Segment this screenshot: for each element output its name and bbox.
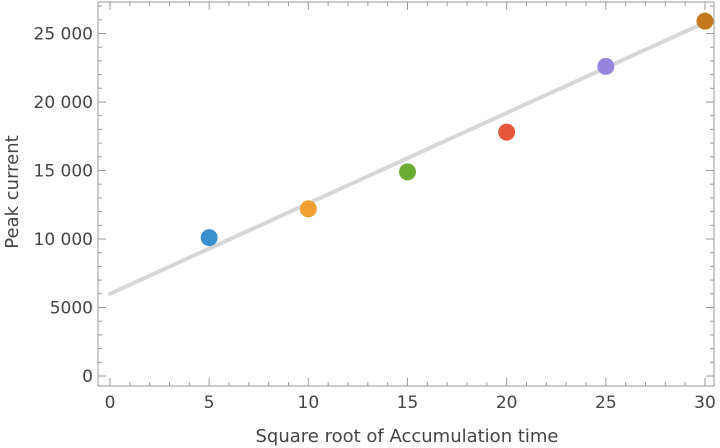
plot-frame	[97, 1, 715, 387]
y-tick-label: 25 000	[34, 25, 93, 45]
y-tick-label: 20 000	[34, 93, 93, 113]
x-tick-labels: 0 5 10 15 20 25 30	[105, 393, 716, 413]
data-point	[696, 12, 714, 30]
minor-ticks	[98, 2, 714, 386]
x-tick-label: 20	[496, 393, 518, 413]
y-tick-label: 10 000	[34, 230, 93, 250]
x-tick-label: 5	[204, 393, 215, 413]
data-point	[498, 123, 516, 141]
y-tick-label: 0	[82, 367, 93, 387]
data-points	[200, 12, 714, 247]
major-ticks	[98, 2, 714, 386]
x-tick-label: 15	[397, 393, 419, 413]
y-tick-label: 15 000	[34, 162, 93, 182]
data-point	[597, 57, 615, 75]
fit-line	[108, 20, 707, 296]
y-tick-labels: 0 5000 10 000 15 000 20 000 25 000	[34, 25, 93, 388]
x-tick-label: 25	[595, 393, 617, 413]
data-point	[399, 163, 416, 181]
data-point	[299, 200, 317, 218]
y-tick-label: 5000	[50, 299, 93, 319]
x-tick-label: 10	[298, 393, 320, 413]
x-tick-label: 30	[694, 393, 716, 413]
y-axis-title: Peak current	[2, 135, 23, 248]
data-point	[200, 229, 218, 247]
x-axis-title: Square root of Accumulation time	[255, 426, 558, 447]
x-tick-label: 0	[105, 393, 116, 413]
